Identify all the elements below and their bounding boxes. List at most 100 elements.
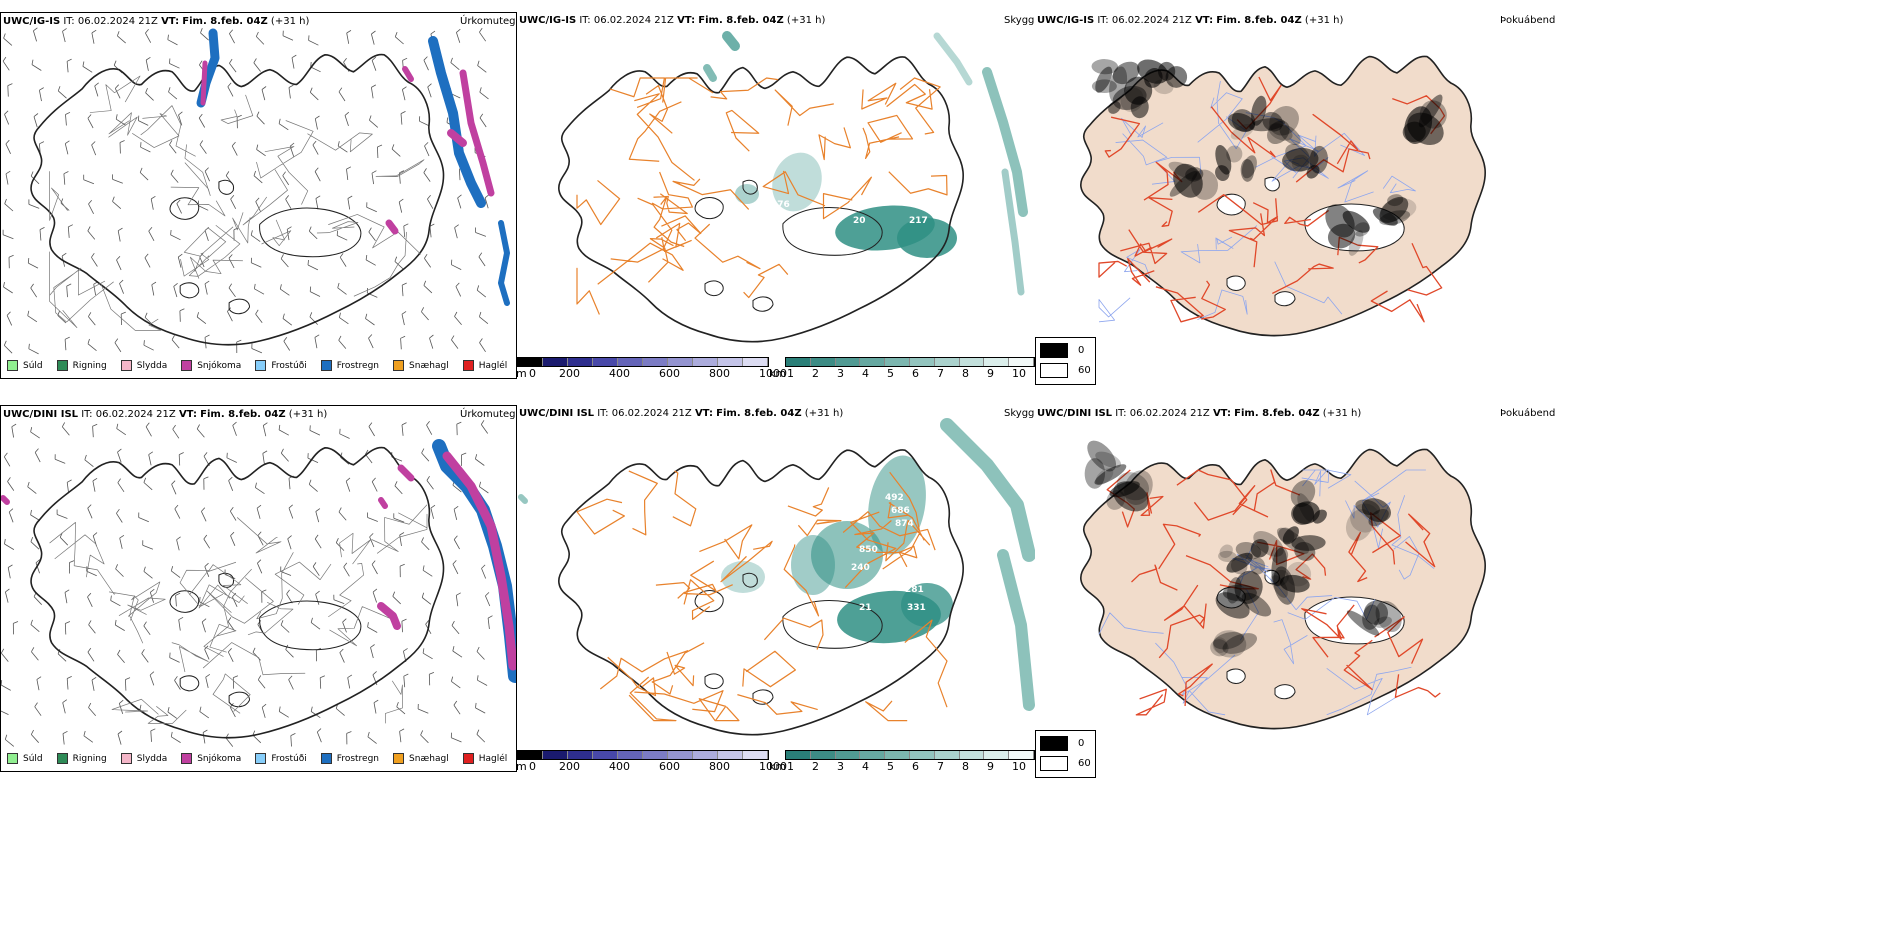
fog-indicator-panel: UWC/IG-IS IT: 06.02.2024 21Z VT: Fim. 8.… — [1035, 12, 1555, 379]
colorbar-cell — [786, 751, 811, 759]
model-name: UWC/DINI ISL — [519, 408, 595, 419]
init-time: 06.02.2024 21Z — [611, 408, 692, 419]
model-name: UWC/DINI ISL — [3, 409, 79, 420]
legend-swatch — [393, 360, 405, 371]
colorbar-cell — [860, 358, 886, 366]
legend-label: Frostúði — [271, 754, 307, 764]
legend-item: Frostregn — [320, 753, 380, 764]
colorbar-cell — [568, 358, 593, 366]
colorbar-tick: 4 — [862, 367, 869, 379]
colorbar-cell — [543, 751, 568, 759]
colorbar-tick: 5 — [887, 367, 894, 379]
valid-time: Fim. 8.feb. 04Z — [1216, 15, 1302, 26]
colorbar-tick: 0 — [529, 760, 536, 772]
precip-type-map — [2, 27, 510, 355]
legend-label: Haglél — [478, 361, 508, 371]
colorbar-cell — [618, 358, 643, 366]
valid-time: Fim. 8.feb. 04Z — [200, 409, 286, 420]
lead-time: (+31 h) — [270, 16, 310, 27]
visibility-map — [558, 31, 1028, 343]
colorbar-tick: 3 — [837, 367, 844, 379]
colorbar-cell — [643, 751, 668, 759]
colorbar-cell — [984, 358, 1010, 366]
legend-item: Snjókoma — [181, 360, 241, 371]
model-name: UWC/IG-IS — [519, 15, 577, 26]
it-label: IT: — [1115, 408, 1127, 419]
colorbar-tick: 200 — [559, 760, 580, 772]
legend-item: Haglél — [462, 753, 507, 764]
colorbar-cell — [668, 751, 693, 759]
colorbar-cell — [934, 751, 960, 759]
legend-item: Súld — [7, 753, 43, 764]
colorbar-cell — [743, 751, 768, 759]
colorbar-tick: 7 — [937, 760, 944, 772]
it-label: IT: — [63, 16, 75, 27]
visibility-panel: UWC/DINI ISL IT: 06.02.2024 21Z VT: Fim.… — [517, 405, 1035, 772]
colorbar-tick: 2 — [812, 367, 819, 379]
vt-label: VT: — [1212, 408, 1231, 419]
fog-legend-row: 60 — [1040, 754, 1091, 774]
vt-label: VT: — [694, 408, 713, 419]
precip-type-legend: Súld Rigning Slydda Snjókoma Frostúði Frostre… — [7, 753, 516, 764]
colorbar-cell — [984, 751, 1010, 759]
colorbar-tick: 1 — [787, 367, 794, 379]
init-time: 06.02.2024 21Z — [95, 409, 176, 420]
legend-item: Slydda — [120, 753, 167, 764]
colorbar-tick: 1000 — [759, 367, 787, 379]
init-time: 06.02.2024 21Z — [77, 16, 158, 27]
model-name: UWC/IG-IS — [3, 16, 61, 27]
colorbar-tick: 6 — [912, 760, 919, 772]
colorbar-cell — [860, 751, 886, 759]
legend-label: Slydda — [136, 361, 168, 371]
legend-item: Frostregn — [320, 360, 379, 371]
legend-item: Snæhagl — [393, 753, 449, 764]
legend-swatch — [320, 360, 332, 371]
fog-legend-row: 0 — [1040, 341, 1091, 361]
colorbar-tick: 3 — [837, 760, 844, 772]
product-title: Þokuábendi — [1500, 408, 1555, 419]
colorbar-unit: m — [517, 367, 527, 379]
vt-label: VT: — [1195, 15, 1214, 26]
legend-swatch — [120, 753, 132, 764]
visibility-value-label: 20 — [853, 216, 866, 226]
visibility-value-label: 276 — [771, 200, 790, 210]
colorbar-cell — [885, 751, 910, 759]
colorbar-tick: 6 — [912, 367, 919, 379]
colorbar-cell — [593, 358, 618, 366]
colorbar-cell — [959, 751, 985, 759]
precip-type-map — [1, 420, 516, 747]
precip-type-legend: Súld Rigning Slydda Snjókoma Frostúði Frostre… — [7, 360, 516, 371]
visibility-value-label: 874 — [895, 519, 914, 529]
product-title: Skyggni — [1004, 408, 1035, 419]
colorbar-tick: 800 — [709, 367, 730, 379]
colorbar-cell — [885, 358, 910, 366]
legend-swatch — [181, 753, 193, 764]
legend-swatch — [462, 753, 474, 764]
legend-label: Súld — [23, 754, 43, 764]
colorbar-tick: 200 — [559, 367, 580, 379]
legend-swatch — [56, 360, 68, 371]
visibility-value-label: 217 — [909, 216, 928, 226]
colorbar-tick: 600 — [659, 760, 680, 772]
visibility-km-colorbar: km 1 2 3 4 5 6 7 8 9 10 — [769, 357, 1035, 379]
colorbar-cell — [1009, 358, 1034, 366]
lead-time: (+31 h) — [288, 409, 328, 420]
legend-label: Snjókoma — [197, 361, 242, 371]
fog-legend-swatch — [1040, 362, 1068, 378]
legend-swatch — [7, 360, 18, 371]
legend-item: Snæhagl — [393, 360, 449, 371]
colorbar-cell — [568, 751, 593, 759]
visibility-value-label: 492 — [885, 493, 904, 503]
legend-label: Frostregn — [336, 754, 380, 764]
colorbar-cell — [518, 358, 543, 366]
valid-time: Fim. 8.feb. 04Z — [182, 16, 268, 27]
colorbar-cell — [593, 751, 618, 759]
legend-item: Frostúði — [255, 753, 307, 764]
panel-header: UWC/IG-IS IT: 06.02.2024 21Z VT: Fim. 8.… — [3, 16, 309, 27]
valid-time: Fim. 8.feb. 04Z — [1234, 408, 1320, 419]
colorbar-unit: km — [769, 760, 787, 772]
colorbar-cell — [810, 358, 836, 366]
fog-legend-label: 60 — [1078, 365, 1091, 376]
colorbar-tick: 9 — [987, 367, 994, 379]
legend-swatch — [7, 753, 18, 764]
